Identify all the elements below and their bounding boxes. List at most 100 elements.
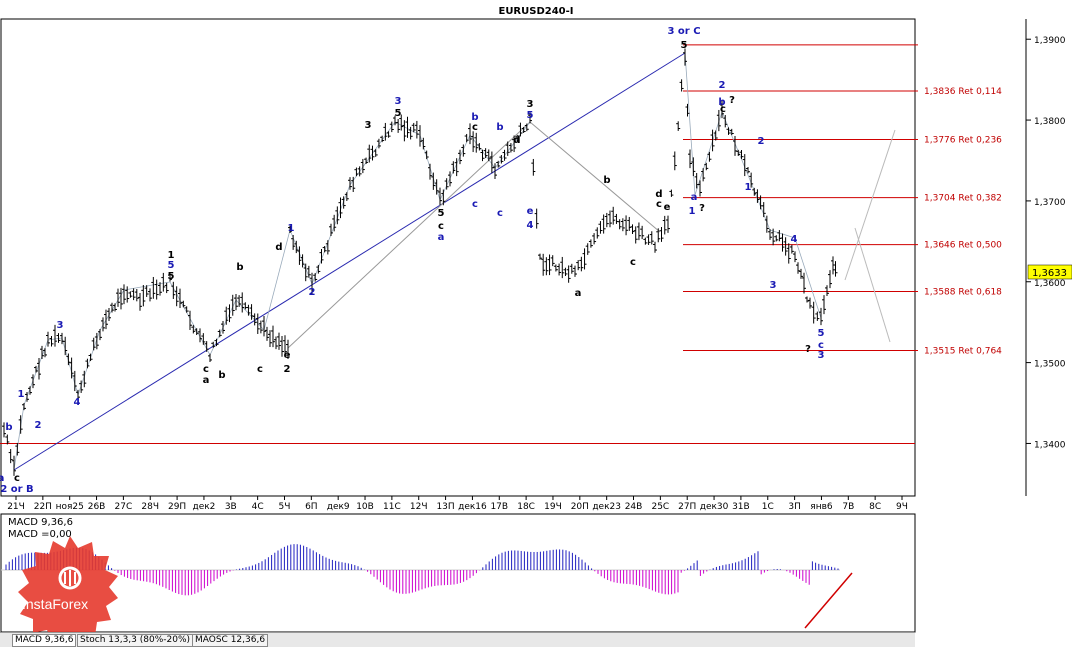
candle (515, 134, 520, 143)
candle (698, 180, 702, 197)
x-tick-label: 18С (517, 502, 535, 512)
current-price-label: 1,3633 (1032, 268, 1067, 279)
candle (531, 158, 536, 176)
candle (348, 177, 352, 190)
candle (22, 402, 26, 411)
candle (158, 282, 162, 296)
x-tick-label: дек9 (327, 502, 350, 512)
candle (627, 216, 632, 231)
candle (230, 294, 235, 316)
candle (181, 300, 186, 308)
candle (344, 192, 349, 201)
candle (441, 189, 446, 206)
candle (373, 149, 378, 157)
candle (780, 233, 785, 252)
candle (828, 270, 832, 289)
candle (128, 291, 133, 298)
candle (316, 264, 321, 274)
candle (528, 112, 532, 124)
candle (134, 289, 139, 302)
candle (573, 265, 577, 277)
wave-label: 2 (719, 80, 726, 91)
candle (547, 254, 552, 276)
y-tick-label: 1,3400 (1034, 440, 1066, 450)
candle (25, 391, 29, 402)
x-tick-label: 26В (88, 502, 106, 512)
candle (604, 212, 609, 228)
candle (402, 120, 407, 142)
candle (249, 304, 254, 320)
candle (88, 353, 93, 362)
candle (94, 332, 99, 350)
candle (383, 122, 388, 141)
y-tick-label: 1,3600 (1034, 279, 1066, 289)
candle (291, 235, 296, 250)
candle (265, 326, 269, 341)
candle (174, 286, 179, 307)
candle (636, 222, 641, 241)
candle (188, 310, 192, 331)
candle (833, 261, 838, 277)
candle (389, 121, 394, 133)
candle (46, 331, 50, 347)
candle (119, 287, 123, 310)
wave-label: d (513, 135, 520, 146)
candle (141, 285, 146, 307)
x-tick-label: дек30 (700, 502, 729, 512)
candles (2, 48, 838, 476)
candle (541, 253, 546, 276)
candle (524, 123, 529, 132)
candle (148, 288, 152, 302)
wave-label: c (438, 221, 444, 232)
candle (560, 256, 565, 279)
wave-label: c (203, 364, 209, 375)
candle (614, 213, 619, 224)
candle (662, 215, 667, 235)
candle (716, 109, 721, 132)
candle (319, 249, 324, 264)
x-tick-label: 31В (732, 502, 750, 512)
candle (5, 434, 10, 445)
candle (805, 296, 809, 303)
wave-label: c (14, 473, 20, 484)
x-tick-label: 3В (225, 502, 237, 512)
logo-text: InstaForex (22, 596, 89, 612)
tab-maosc[interactable]: MAOSC 12,36,6 (192, 634, 269, 647)
candle (683, 48, 687, 66)
candle (793, 251, 797, 263)
candle (380, 135, 385, 143)
wave-label: 2 (35, 420, 42, 431)
tab-macd[interactable]: MACD 9,36,6 (12, 634, 77, 647)
x-tick-label: 10В (356, 502, 374, 512)
main-plot-frame (0, 18, 916, 497)
candle (37, 358, 41, 380)
wave-label: c (497, 208, 503, 219)
candle (620, 218, 625, 232)
candle (796, 262, 800, 274)
candle (550, 255, 555, 267)
x-tick-label: 25С (651, 502, 669, 512)
main-trendline (13, 52, 686, 471)
tab-stoch[interactable]: Stoch 13,3,3 (80%-20%) (77, 634, 194, 647)
candle (752, 187, 757, 196)
candle (736, 149, 741, 156)
wave-label: a (203, 375, 210, 386)
candle (742, 154, 747, 177)
x-tick-label: 27С (115, 502, 133, 512)
candle (164, 282, 169, 294)
wave-label: b (496, 122, 503, 133)
candle (707, 151, 712, 162)
candle (579, 256, 584, 272)
candle (434, 179, 439, 195)
candle (477, 143, 482, 151)
fib-label: 1,3646 Ret 0,500 (924, 241, 1002, 251)
candle (761, 202, 766, 218)
fib-levels: 1,3836 Ret 0,114 1,3776 Ret 0,236 1,3704 R… (0, 44, 1002, 444)
x-tick-label: 20П (571, 502, 589, 512)
wave-label: b (218, 370, 225, 381)
wave-label: 4 (527, 220, 534, 231)
candle (595, 227, 600, 239)
candle (486, 149, 491, 162)
candle (739, 149, 744, 159)
candle (168, 273, 172, 282)
